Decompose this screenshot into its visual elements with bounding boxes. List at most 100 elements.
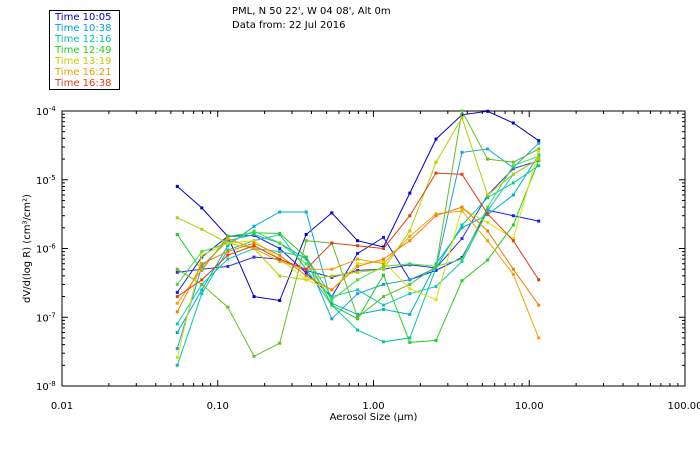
legend-item: Time 10:38: [55, 23, 112, 34]
data-point: [356, 257, 360, 261]
data-point: [304, 233, 308, 236]
data-point: [175, 290, 179, 294]
data-point: [434, 264, 438, 268]
data-point: [434, 171, 438, 175]
data-point: [408, 234, 412, 238]
data-point: [408, 340, 412, 344]
data-point: [226, 237, 230, 240]
data-point: [382, 235, 385, 239]
chart-subtitle: Data from: 22 Jul 2016: [232, 20, 346, 31]
data-point: [408, 336, 412, 340]
data-point: [252, 295, 256, 299]
data-point: [486, 239, 490, 243]
data-point: [511, 160, 515, 164]
data-point: [252, 354, 256, 358]
data-point: [200, 262, 204, 266]
data-point: [330, 298, 334, 302]
data-point: [252, 231, 256, 235]
data-point: [408, 214, 412, 218]
data-point: [330, 211, 334, 215]
data-point: [537, 141, 541, 145]
x-axis-label: Aerosol Size (µm): [330, 412, 418, 423]
data-point: [434, 298, 438, 302]
x-tick-label: 0.10: [207, 401, 229, 412]
data-point: [408, 292, 412, 296]
data-point: [200, 250, 204, 254]
data-point: [356, 288, 360, 292]
data-point: [175, 270, 179, 274]
data-point: [382, 295, 385, 299]
data-point: [382, 247, 385, 250]
data-point: [304, 278, 308, 282]
data-point: [460, 209, 464, 213]
data-point: [537, 219, 541, 223]
data-point: [200, 206, 204, 210]
data-point: [486, 209, 490, 213]
data-point: [434, 160, 438, 164]
legend-item: Time 16:38: [55, 78, 112, 89]
data-point: [356, 292, 360, 296]
data-point: [537, 139, 541, 143]
data-point: [408, 191, 412, 195]
data-point: [486, 229, 490, 233]
data-point: [511, 237, 515, 240]
data-point: [200, 288, 204, 292]
data-point: [382, 264, 385, 268]
data-point: [252, 244, 256, 248]
data-point: [486, 157, 490, 161]
data-point: [278, 259, 282, 263]
data-point: [330, 241, 334, 245]
data-point: [356, 251, 360, 255]
data-point: [226, 234, 230, 238]
data-point: [408, 239, 412, 243]
data-point: [511, 164, 515, 168]
data-point: [330, 301, 334, 305]
data-point: [408, 262, 412, 266]
data-point: [511, 272, 515, 276]
data-point: [356, 315, 360, 319]
data-point: [252, 229, 256, 233]
data-point: [356, 270, 360, 274]
series-line: [177, 172, 540, 298]
data-point: [382, 273, 385, 277]
data-point: [382, 262, 385, 266]
data-point: [226, 305, 230, 309]
data-point: [330, 303, 334, 307]
data-point: [278, 341, 282, 345]
data-point: [200, 267, 204, 271]
data-point: [252, 255, 256, 259]
data-point: [382, 282, 385, 286]
data-point: [537, 147, 541, 151]
data-point: [226, 244, 230, 248]
data-point: [537, 303, 541, 307]
data-point: [200, 264, 204, 268]
chart-header: PML, N 50 22', W 04 08', Alt 0m Data fro…: [232, 5, 391, 33]
data-point: [175, 267, 179, 271]
data-point: [278, 257, 282, 261]
data-point: [434, 214, 438, 218]
data-point: [252, 247, 256, 250]
data-point: [511, 214, 515, 218]
data-point: [434, 268, 438, 272]
data-point: [330, 274, 334, 278]
data-point: [304, 274, 308, 278]
data-point: [226, 239, 230, 243]
x-tick-label: 10.00: [515, 401, 544, 412]
x-tick-label: 1.00: [362, 401, 384, 412]
data-point: [408, 287, 412, 291]
series-line: [177, 116, 539, 281]
data-point: [434, 338, 438, 342]
data-point: [175, 310, 179, 314]
data-point: [511, 193, 515, 197]
data-point: [486, 205, 490, 209]
data-point: [304, 271, 308, 275]
data-point: [486, 193, 490, 197]
y-tick-label: 10-8: [36, 380, 56, 393]
data-point: [356, 262, 360, 266]
data-point: [356, 264, 360, 268]
y-tick-label: 10-7: [36, 311, 56, 324]
data-point: [278, 299, 282, 302]
data-point: [537, 278, 541, 282]
data-point: [537, 149, 541, 153]
